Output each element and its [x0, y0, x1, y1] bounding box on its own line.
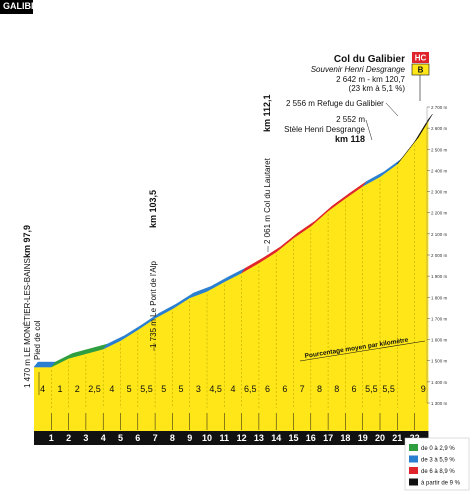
km-label: 4	[101, 433, 106, 443]
km-label: 11	[220, 433, 230, 443]
km-label: 20	[375, 433, 385, 443]
km-label: 6	[135, 433, 140, 443]
y-axis-tick-label: 1 900 m	[431, 274, 448, 279]
legend-label: de 6 à 8,9 %	[421, 469, 455, 475]
gradient-label: 5,5	[382, 384, 395, 394]
y-axis-tick-label: 1 800 m	[431, 295, 448, 300]
y-axis-tick-label: 1 500 m	[431, 359, 448, 364]
gradient-label: 4	[40, 384, 45, 394]
gradient-label: 5	[179, 384, 184, 394]
legend-swatch	[409, 467, 418, 474]
gradient-label: 5	[127, 384, 132, 394]
gradient-caption-line	[299, 340, 426, 362]
gradient-label: 8	[334, 384, 339, 394]
gradient-label: 6,5	[244, 384, 257, 394]
legend-swatch	[409, 478, 418, 486]
gradient-label: 6	[282, 384, 287, 394]
category-badge	[412, 52, 429, 63]
chart-title: GALIBIER	[3, 1, 47, 11]
y-axis-tick-label: 1 300 m	[431, 401, 448, 406]
km-label: 13	[254, 433, 264, 443]
annotation-alp-name: 1 735 m Le Pont de l'Alp	[149, 261, 158, 348]
gradient-label: 3	[196, 384, 201, 394]
gradient-label: 6	[352, 384, 357, 394]
gradient-label: 5,5	[365, 384, 378, 394]
km-label: 17	[323, 433, 333, 443]
gradient-label: 5,5	[140, 384, 153, 394]
gradient-label: 1	[57, 384, 62, 394]
annotation-start-km: km 97,9	[22, 225, 32, 258]
km-label: 5	[118, 433, 123, 443]
km-label: 1	[49, 433, 54, 443]
gradient-label: 8	[317, 384, 322, 394]
y-axis-tick-label: 2 400 m	[431, 168, 448, 173]
gradient-label: 2,5	[88, 384, 101, 394]
km-label: 19	[358, 433, 368, 443]
profile-area	[34, 119, 429, 409]
km-label: 12	[237, 433, 247, 443]
category-badge-label: HC	[415, 54, 427, 63]
chart-title-box: GALIBIER	[0, 0, 46, 14]
legend-swatch	[409, 455, 418, 463]
gradient-band	[34, 408, 429, 431]
y-axis-tick-label: 1 400 m	[431, 380, 448, 385]
km-label: 3	[83, 433, 88, 443]
y-axis-tick-label: 2 000 m	[431, 253, 448, 258]
annotation-alp-km: km 103,5	[148, 190, 158, 228]
legend-label: de 0 à 2,9 %	[421, 446, 455, 452]
y-axis-tick-label: 2 500 m	[431, 147, 448, 152]
legend: de 0 à 2,9 % de 3 à 5,9 % de 6 à 8,9 % à pa…	[404, 437, 470, 491]
km-label: 2	[66, 433, 71, 443]
y-axis-tick-label: 2 300 m	[431, 190, 448, 195]
annotation-stele-leader	[365, 119, 373, 141]
gradient-label: 7	[300, 384, 305, 394]
km-baseline-band	[34, 431, 429, 445]
bonus-badge	[411, 63, 430, 76]
km-label: 10	[202, 433, 212, 443]
km-label: 16	[306, 433, 316, 443]
gradient-label: 4,5	[209, 384, 222, 394]
annotation-stele-km: km 118	[335, 134, 365, 144]
summit-name: Col du Galibier	[334, 54, 405, 65]
annotation-start-name: 1 470 m LE MONÊTIER-LES-BAINS	[23, 258, 32, 388]
km-label: 7	[153, 433, 158, 443]
annotation-refuge-leader	[385, 102, 399, 117]
annotation-lautaret-name: 2 061 m Col du Lautaret	[263, 157, 272, 244]
y-axis-tick-label: 2 600 m	[431, 126, 448, 131]
summit-climb-stats: (23 km à 5,1 %)	[349, 84, 406, 93]
y-axis-tick-label: 2 700 m	[431, 105, 448, 110]
y-axis-tick-label: 1 600 m	[431, 338, 448, 343]
legend-label: de 3 à 5,9 %	[421, 458, 455, 464]
km-label: 9	[187, 433, 192, 443]
gradient-label: 4	[109, 384, 114, 394]
y-axis-tick-label: 2 100 m	[431, 232, 448, 237]
km-label: 14	[271, 433, 281, 443]
gradient-band-segment	[414, 114, 433, 143]
y-axis-tick-label: 1 700 m	[431, 316, 448, 321]
summit-altitude: 2 642 m - km 120,7	[336, 75, 405, 84]
gradient-label: 6	[265, 384, 270, 394]
annotation-stele-alt: 2 552 m	[336, 115, 365, 124]
legend-label: à partir de 9 %	[421, 481, 461, 487]
gradient-label: 2	[75, 384, 80, 394]
gradient-label: 9	[421, 384, 426, 394]
gradient-label: 4	[230, 384, 235, 394]
annotation-start-sub: Pied de col	[33, 320, 42, 360]
annotation-refuge-name: 2 556 m Refuge du Galibier	[286, 99, 384, 108]
legend-swatch	[409, 444, 418, 451]
annotation-stele-name: Stèle Henri Desgrange	[284, 125, 365, 134]
annotation-lautaret-km: km 112,1	[262, 94, 272, 132]
km-label: 18	[340, 433, 350, 443]
km-label: 15	[288, 433, 298, 443]
km-label: 8	[170, 433, 175, 443]
bonus-badge-label: B	[418, 66, 424, 75]
summit-subtitle: Souvenir Henri Desgrange	[311, 65, 406, 74]
km-label: 21	[392, 433, 402, 443]
gradient-label: 5	[161, 384, 166, 394]
y-axis-tick-label: 2 200 m	[431, 211, 448, 216]
